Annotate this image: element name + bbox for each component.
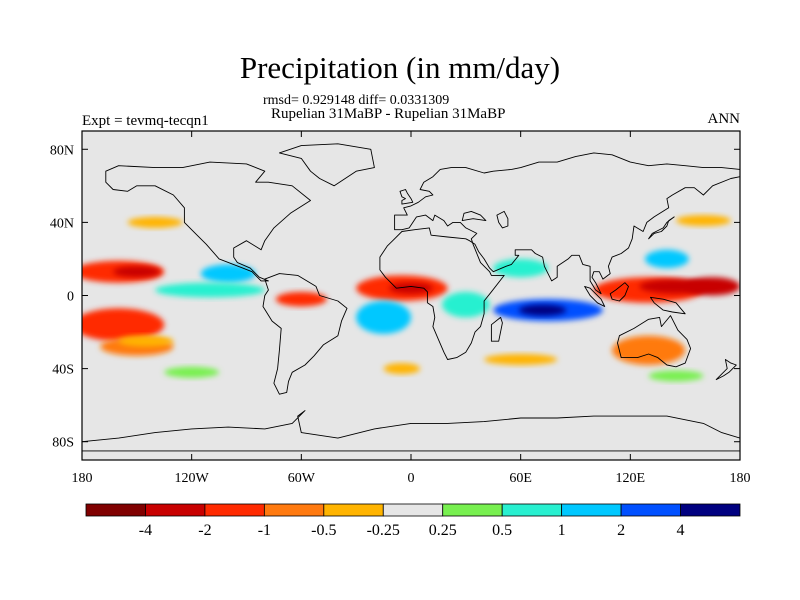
coastline-new-guinea: [649, 296, 686, 315]
coastline-south-america: [262, 273, 348, 395]
coastline-great-britain: [399, 189, 414, 205]
lon-tick-label: 180: [72, 471, 93, 486]
coastline-arabian-black-sea: [461, 210, 487, 222]
anomaly-region: [200, 264, 256, 283]
colorbar-label: -4: [139, 522, 152, 539]
colorbar-label: 0.25: [429, 522, 457, 539]
coastline-africa-eurasia: [379, 152, 740, 360]
coastlines: [82, 143, 740, 452]
anomaly-region: [484, 353, 558, 365]
anomaly-region: [493, 258, 549, 278]
colorbar-label: -0.25: [367, 522, 400, 539]
coastline-australia: [617, 315, 692, 368]
experiment-id-label: Expt = tevmq-tecqn1: [82, 113, 209, 129]
anomaly-region: [356, 300, 412, 334]
anomaly-region: [164, 366, 220, 378]
colorbar-swatch: [85, 503, 146, 517]
anomaly-region: [118, 335, 174, 347]
colorbar-swatch: [501, 503, 563, 517]
colorbar-swatch: [323, 503, 384, 517]
lon-tick-label: 60E: [509, 471, 532, 486]
colorbar-swatch: [561, 503, 622, 517]
coastline-antarctica: [82, 410, 740, 452]
experiment-pair-label: Rupelian 31MaBP - Rupelian 31MaBP: [271, 106, 506, 122]
anomaly-region: [275, 291, 327, 307]
colorbar-swatch: [204, 503, 265, 517]
lon-tick-label: 0: [408, 471, 415, 486]
lat-tick-label: 40N: [50, 216, 74, 231]
lat-tick-label: 40S: [52, 363, 74, 378]
colorbar-label: -1: [258, 522, 271, 539]
colorbar-label: -0.5: [311, 522, 336, 539]
coastline-north-america: [105, 161, 311, 282]
colorbar-swatch: [382, 503, 444, 517]
lon-tick-label: 180: [730, 471, 751, 486]
colorbar-label: -2: [198, 522, 211, 539]
coastline-caspian-sea: [496, 210, 509, 229]
coastline-japan: [648, 216, 675, 240]
anomaly-field: [82, 215, 740, 382]
colorbar-swatch: [620, 503, 681, 517]
colorbar-label: 0.5: [492, 522, 512, 539]
coastline-new-zealand: [715, 359, 737, 381]
coastline-greenland: [278, 143, 375, 187]
colorbar-label: 2: [617, 522, 625, 539]
lat-tick-label: 80S: [52, 436, 74, 451]
anomaly-region: [685, 277, 740, 296]
colorbar: -4 -2 -1 -0.5 -0.25 0.25 0.5 1 2 4: [85, 503, 741, 539]
averaging-period-label: ANN: [707, 111, 741, 127]
coastline-madagascar: [490, 316, 503, 342]
plot-title: Precipitation (in mm/day): [239, 50, 561, 85]
anomaly-region: [127, 216, 183, 228]
anomaly-region: [383, 363, 421, 375]
coastline-borneo: [609, 282, 629, 302]
colorbar-label: 4: [677, 522, 685, 539]
colorbar-swatch: [680, 503, 741, 517]
anomaly-region: [113, 266, 161, 278]
latitude-axis: 80N 40N 0 40S 80S: [50, 143, 740, 451]
anomaly-region: [389, 282, 433, 294]
anomaly-region: [82, 308, 165, 342]
anomaly-region: [644, 249, 689, 269]
rmsd-diff-stats: rmsd= 0.929148 diff= 0.0331309: [263, 93, 450, 108]
longitude-axis: 180 120W 60W 0 60E 120E 180: [72, 131, 751, 486]
colorbar-swatch: [442, 503, 503, 517]
colorbar-label: 1: [558, 522, 566, 539]
anomaly-region: [518, 304, 567, 316]
lon-tick-label: 120W: [175, 471, 210, 486]
anomaly-region: [155, 282, 265, 298]
colorbar-swatch: [263, 503, 325, 517]
colorbar-swatch: [145, 503, 206, 517]
lon-tick-label: 120E: [616, 471, 646, 486]
lon-tick-label: 60W: [288, 471, 316, 486]
anomaly-region: [648, 370, 704, 382]
anomaly-region: [612, 335, 686, 365]
lat-tick-label: 80N: [50, 143, 74, 158]
anomaly-region: [676, 215, 731, 227]
coastline-sumatra: [584, 285, 606, 307]
lat-tick-label: 0: [67, 290, 74, 305]
anomaly-region: [442, 291, 490, 318]
